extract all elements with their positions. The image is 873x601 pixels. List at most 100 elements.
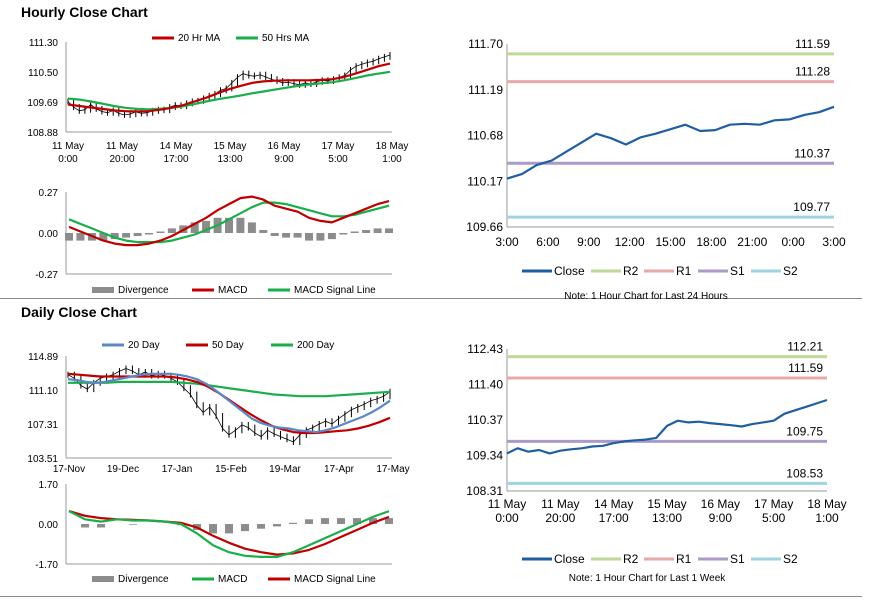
- hourly-price-y-tick: 110.50: [28, 68, 58, 79]
- hourly-price-x-tick: 16 May: [268, 141, 301, 152]
- daily-price-x-tick: 17-May: [376, 464, 409, 474]
- hourly-divergence-bar: [167, 228, 176, 233]
- hourly-divergence-bar: [122, 233, 131, 238]
- daily_levels-legend-r1-label: R1: [676, 552, 692, 566]
- daily-price-bar-line: [67, 368, 391, 443]
- hourly-legend-divergence-label: Divergence: [118, 285, 169, 296]
- daily-price-y-tick: 107.31: [27, 420, 58, 431]
- hourly-levels-chart: 111.70 111.19 110.68 110.17 109.66 111.59 111.…: [466, 37, 846, 300]
- hourly_levels-note: Note: 1 Hour Chart for Last 24 Hours: [564, 291, 727, 300]
- daily-price-x-tick: 19-Dec: [107, 464, 139, 474]
- daily_levels-y-tick: 111.40: [468, 378, 503, 392]
- daily_levels-note: Note: 1 Hour Chart for Last 1 Week: [569, 573, 727, 584]
- daily-divergence-bar: [257, 524, 265, 529]
- daily-legend-ma200-label: 200 Day: [297, 340, 334, 351]
- daily_levels-x-tick: 0:00: [495, 511, 519, 525]
- hourly-price-x-tick: 14 May: [160, 141, 193, 152]
- hourly-divergence-bar: [327, 233, 336, 240]
- hourly_levels-x-tick: 12:00: [615, 235, 645, 249]
- hourly_levels-legend-r1-label: R1: [676, 264, 692, 278]
- daily-divergence-bar: [209, 524, 217, 534]
- hourly-divergence-bar: [293, 233, 302, 238]
- hourly-price-x-tick: 13:00: [217, 154, 242, 165]
- hourly_levels-x-tick: 6:00: [536, 235, 560, 249]
- daily_levels-x-tick: 16 May: [701, 497, 740, 511]
- daily_levels-x-tick: 13:00: [652, 511, 682, 525]
- hourly-price-x-tick: 9:00: [274, 154, 294, 165]
- daily_levels-x-tick: 20:00: [545, 511, 575, 525]
- hourly-macd-y-tick: 0.27: [39, 188, 59, 199]
- daily-ma200-line: [68, 380, 391, 398]
- daily-divergence-bar: [289, 522, 297, 524]
- hourly-divergence-bar: [133, 233, 142, 236]
- hourly-divergence-bar: [202, 220, 211, 233]
- daily-macd-y-tick: 0.00: [39, 520, 59, 531]
- hourly_levels-x-tick: 18:00: [696, 235, 726, 249]
- daily-divergence-bar: [305, 519, 313, 524]
- hourly-price-x-tick: 5:00: [328, 154, 348, 165]
- hourly-price-y-tick: 108.88: [27, 128, 58, 139]
- hourly-ma20-line: [67, 62, 391, 113]
- daily-legend-divergence-swatch: [92, 576, 114, 582]
- daily-legend-ma50-label: 50 Day: [212, 340, 244, 351]
- hourly-divergence-bar: [316, 233, 325, 241]
- hourly-divergence-bar: [225, 217, 233, 233]
- hourly-legend-divergence-swatch: [92, 287, 114, 293]
- daily_levels-level-r1-label: 111.59: [788, 361, 823, 375]
- daily-price-x-tick: 17-Jan: [162, 464, 193, 474]
- daily-macd-chart: 1.70 0.00 -1.70 Divergence MACD MACD Signal L…: [35, 480, 393, 585]
- hourly-divergence-bar: [247, 222, 256, 233]
- daily-legend-macd-label: MACD: [218, 574, 247, 585]
- hourly_levels-y-tick: 110.68: [467, 129, 503, 143]
- daily-divergence-bar: [97, 524, 105, 528]
- daily_levels-legend-s2-label: S2: [783, 552, 798, 566]
- hourly-divergence-bar: [373, 228, 382, 233]
- hourly-legend-ma50-label: 50 Hrs MA: [262, 33, 310, 44]
- hourly-macd-chart: 0.27 0.00 -0.27 Divergence MACD MACD Signal L…: [35, 188, 393, 296]
- hourly-divergence-bar: [110, 233, 119, 240]
- hourly_levels-legend-close-label: Close: [554, 264, 585, 278]
- daily_levels-level-s1-label: 109.75: [786, 424, 823, 438]
- hourly_levels-x-tick: 15:00: [655, 235, 685, 249]
- hourly-macd-signal-line: [68, 201, 390, 244]
- daily_levels-y-tick: 109.34: [466, 449, 503, 463]
- daily-divergence-bar: [241, 524, 249, 532]
- hourly-legend-macd-label: MACD: [218, 285, 247, 296]
- hourly-price-x-tick: 17 May: [322, 141, 355, 152]
- hourly-divergence-bar: [236, 217, 245, 233]
- hourly-legend-ma20-label: 20 Hr MA: [178, 33, 221, 44]
- hourly-price-x-tick: 11 May: [52, 141, 84, 152]
- hourly-ma50-line: [67, 70, 391, 111]
- hourly-legend-signal-label: MACD Signal Line: [294, 285, 376, 296]
- hourly-price-y-tick: 111.30: [29, 38, 59, 49]
- daily_levels-x-tick: 14 May: [594, 497, 633, 511]
- daily-divergence-bar: [369, 518, 377, 524]
- hourly-price-x-tick: 20:00: [109, 154, 134, 165]
- daily-macd-line: [68, 510, 390, 559]
- hourly-macd-y-tick: 0.00: [39, 229, 59, 240]
- hourly-divergence-bar: [259, 230, 268, 233]
- hourly-divergence-bar: [305, 233, 313, 241]
- hourly-divergence-bar: [190, 222, 199, 233]
- hourly-price-x-tick: 17:00: [163, 154, 188, 165]
- daily-price-y-tick: 111.10: [29, 386, 59, 397]
- daily-divergence-bar: [273, 524, 281, 527]
- daily_levels-legend-r2-label: R2: [623, 552, 639, 566]
- daily-divergence-bar: [81, 524, 89, 528]
- daily-levels-chart: 112.43 111.40 110.37 109.34 108.31 112.21 111.…: [466, 340, 846, 584]
- daily_levels-y-tick: 108.31: [466, 484, 503, 498]
- hourly_levels-legend-r2-label: R2: [623, 264, 639, 278]
- daily_levels-x-tick: 1:00: [815, 511, 839, 525]
- daily_levels-level-r2-label: 112.21: [787, 340, 823, 354]
- daily-price-y-tick: 114.89: [28, 352, 58, 363]
- hourly_levels-level-r1-label: 111.28: [795, 65, 830, 79]
- hourly_levels-x-tick: 3:00: [495, 235, 519, 249]
- hourly-price-y-tick: 109.69: [27, 98, 58, 109]
- hourly-macd-y-tick: -0.27: [35, 270, 58, 281]
- hourly-divergence-bar: [362, 230, 371, 233]
- daily-ma20-line: [67, 372, 391, 434]
- daily_levels-legend-close-label: Close: [554, 552, 585, 566]
- hourly-price-x-tick: 1:00: [382, 154, 402, 165]
- section-divider: [0, 298, 862, 299]
